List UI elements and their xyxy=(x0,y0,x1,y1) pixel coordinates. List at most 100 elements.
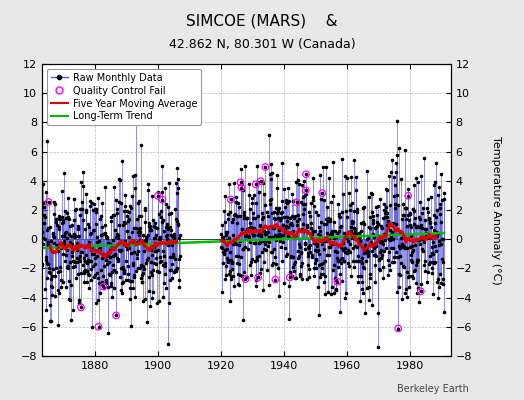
Point xyxy=(341,248,350,255)
Point xyxy=(325,244,334,250)
Point xyxy=(98,200,106,206)
Point xyxy=(134,265,142,272)
Point xyxy=(128,229,136,236)
Point xyxy=(51,243,60,249)
Point xyxy=(330,290,339,296)
Point xyxy=(340,258,348,264)
Point xyxy=(226,256,235,263)
Point xyxy=(357,227,365,234)
Point xyxy=(339,208,347,215)
Point xyxy=(362,310,370,316)
Point xyxy=(349,231,357,238)
Point xyxy=(237,184,246,191)
Point xyxy=(415,214,423,220)
Point xyxy=(347,219,356,226)
Point xyxy=(440,190,448,196)
Point xyxy=(45,265,53,271)
Point xyxy=(109,253,117,259)
Point xyxy=(408,273,417,280)
Point xyxy=(356,258,365,265)
Point xyxy=(381,214,389,221)
Point xyxy=(254,213,262,220)
Point xyxy=(246,220,255,226)
Point xyxy=(86,258,95,264)
Point xyxy=(238,226,247,232)
Point xyxy=(372,223,380,230)
Point xyxy=(231,283,239,289)
Point xyxy=(314,246,322,253)
Point xyxy=(53,216,62,222)
Point xyxy=(364,250,372,256)
Point xyxy=(134,200,142,206)
Point xyxy=(379,275,388,282)
Point xyxy=(370,252,379,258)
Point xyxy=(253,254,261,260)
Point xyxy=(71,263,79,269)
Point xyxy=(230,216,238,223)
Point xyxy=(344,247,353,253)
Point xyxy=(274,208,282,214)
Point xyxy=(65,296,73,302)
Point xyxy=(86,231,94,238)
Point xyxy=(278,160,286,166)
Point xyxy=(94,297,102,304)
Point xyxy=(146,222,154,229)
Point xyxy=(101,253,109,260)
Point xyxy=(107,242,116,249)
Point xyxy=(47,276,56,282)
Point xyxy=(96,266,105,273)
Point xyxy=(39,200,47,206)
Point xyxy=(174,276,183,283)
Point xyxy=(256,222,265,228)
Point xyxy=(413,223,422,229)
Point xyxy=(414,237,423,243)
Point xyxy=(406,244,414,250)
Point xyxy=(264,212,272,219)
Point xyxy=(236,272,244,278)
Point xyxy=(60,170,69,176)
Point xyxy=(395,243,403,249)
Point xyxy=(143,256,151,263)
Point xyxy=(306,213,314,220)
Point xyxy=(375,257,383,263)
Point xyxy=(260,231,269,237)
Point xyxy=(232,253,241,259)
Point xyxy=(348,234,357,241)
Point xyxy=(321,236,330,243)
Point xyxy=(328,230,336,236)
Point xyxy=(171,267,180,273)
Point xyxy=(96,216,105,222)
Point xyxy=(227,276,235,282)
Point xyxy=(421,217,429,224)
Point xyxy=(64,195,72,201)
Point xyxy=(225,249,234,255)
Point xyxy=(288,273,297,279)
Point xyxy=(377,236,386,243)
Point xyxy=(398,244,406,250)
Point xyxy=(304,266,313,272)
Point xyxy=(333,200,342,207)
Point xyxy=(352,187,360,194)
Point xyxy=(407,252,415,258)
Point xyxy=(88,266,96,272)
Point xyxy=(148,252,156,258)
Point xyxy=(110,211,118,218)
Point xyxy=(301,246,310,252)
Point xyxy=(66,238,74,245)
Point xyxy=(165,204,173,210)
Text: SIMCOE (MARS)    &: SIMCOE (MARS) & xyxy=(186,14,338,29)
Point xyxy=(429,258,437,265)
Point xyxy=(130,172,139,178)
Point xyxy=(362,247,370,254)
Point xyxy=(159,217,168,223)
Point xyxy=(147,227,156,233)
Point xyxy=(226,208,234,215)
Point xyxy=(153,267,161,274)
Point xyxy=(91,261,100,267)
Point xyxy=(137,275,146,281)
Point xyxy=(46,318,54,324)
Point xyxy=(168,275,177,281)
Point xyxy=(225,271,233,278)
Point xyxy=(352,174,360,180)
Point xyxy=(64,216,73,222)
